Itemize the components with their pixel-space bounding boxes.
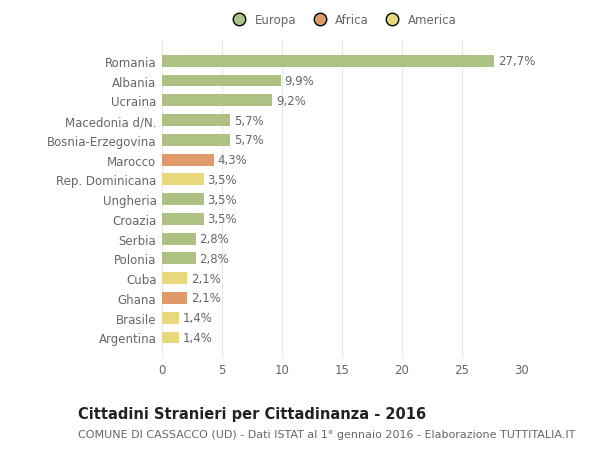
Bar — [162, 75, 281, 87]
Text: 9,9%: 9,9% — [284, 75, 314, 88]
Text: 1,4%: 1,4% — [182, 331, 212, 344]
Bar — [162, 312, 179, 324]
Bar — [162, 194, 204, 206]
Bar — [162, 292, 187, 304]
Text: 2,1%: 2,1% — [191, 272, 221, 285]
Text: Cittadini Stranieri per Cittadinanza - 2016: Cittadini Stranieri per Cittadinanza - 2… — [78, 406, 426, 421]
Bar — [162, 56, 494, 67]
Bar — [162, 154, 214, 166]
Text: 5,7%: 5,7% — [234, 134, 264, 147]
Text: 27,7%: 27,7% — [498, 55, 535, 68]
Bar — [162, 213, 204, 225]
Text: 1,4%: 1,4% — [182, 312, 212, 325]
Bar — [162, 174, 204, 186]
Text: 9,2%: 9,2% — [276, 95, 306, 107]
Bar — [162, 134, 230, 146]
Bar — [162, 233, 196, 245]
Text: COMUNE DI CASSACCO (UD) - Dati ISTAT al 1° gennaio 2016 - Elaborazione TUTTITALI: COMUNE DI CASSACCO (UD) - Dati ISTAT al … — [78, 429, 575, 439]
Bar — [162, 95, 272, 107]
Text: 2,8%: 2,8% — [199, 233, 229, 246]
Text: 2,1%: 2,1% — [191, 292, 221, 305]
Bar — [162, 253, 196, 265]
Text: 5,7%: 5,7% — [234, 114, 264, 127]
Text: 3,5%: 3,5% — [208, 174, 237, 186]
Text: 2,8%: 2,8% — [199, 252, 229, 265]
Text: 3,5%: 3,5% — [208, 213, 237, 226]
Bar — [162, 332, 179, 344]
Bar — [162, 273, 187, 285]
Legend: Europa, Africa, America: Europa, Africa, America — [223, 9, 461, 32]
Text: 3,5%: 3,5% — [208, 193, 237, 206]
Text: 4,3%: 4,3% — [217, 154, 247, 167]
Bar — [162, 115, 230, 127]
